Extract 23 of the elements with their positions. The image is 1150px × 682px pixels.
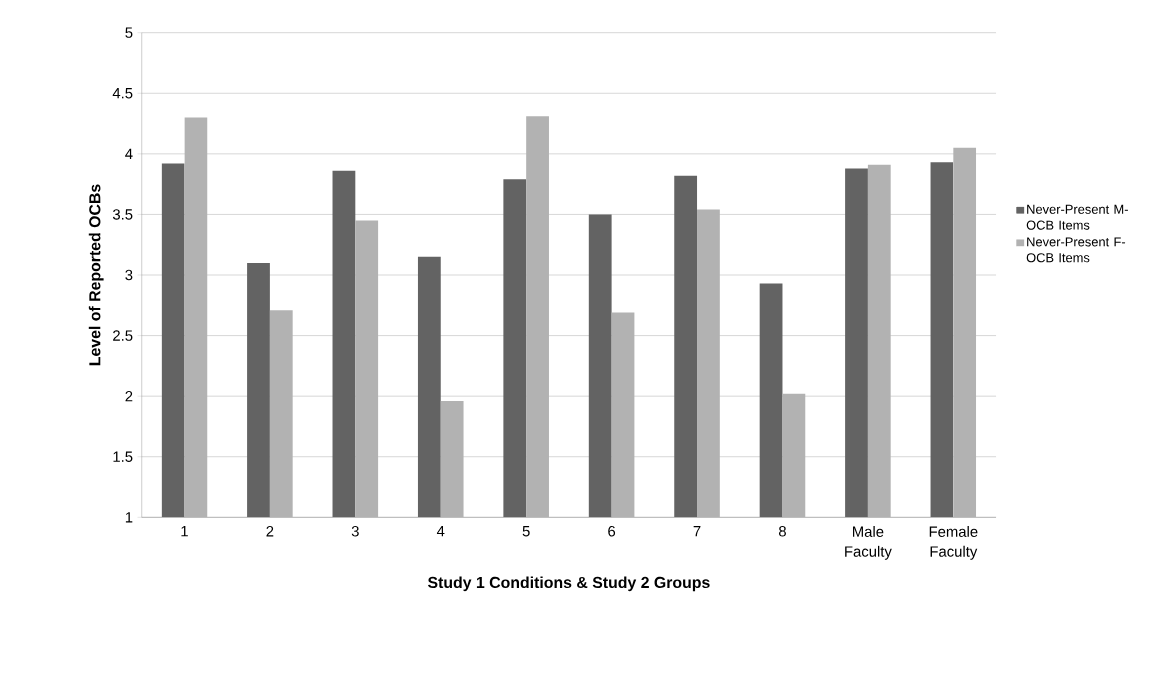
y-tick-label: 2: [125, 391, 133, 402]
y-axis-title: Level of Reported OCBs: [88, 184, 104, 366]
y-tick-label: 4.5: [112, 88, 133, 99]
legend-label: Never-Present F-OCB Items: [1026, 237, 1126, 263]
x-tick-label: 5: [522, 526, 530, 537]
x-tick-label: 2: [266, 526, 274, 537]
x-axis-title: Study 1 Conditions & Study 2 Groups: [427, 576, 710, 592]
x-tick-label: Female Faculty: [929, 526, 978, 560]
x-tick-label: 4: [436, 526, 445, 537]
y-tick-label: 1: [125, 512, 133, 523]
x-tick-label: 8: [778, 526, 786, 537]
y-tick-label: 3.5: [112, 209, 133, 220]
x-tick-label: 3: [351, 526, 359, 537]
legend-label: Never-Present M-OCB Items: [1026, 204, 1128, 230]
x-tick-label: Male Faculty: [845, 526, 892, 560]
y-tick-label: 4: [125, 148, 133, 160]
y-tick-label: 3: [125, 269, 133, 281]
y-tick-label: 2.5: [113, 330, 133, 341]
x-tick-label: 1: [181, 526, 188, 537]
x-tick-label: 6: [608, 526, 616, 537]
x-tick-label: 7: [693, 526, 701, 537]
y-tick-label: 5: [125, 27, 133, 38]
y-tick-label: 1.5: [113, 451, 133, 462]
